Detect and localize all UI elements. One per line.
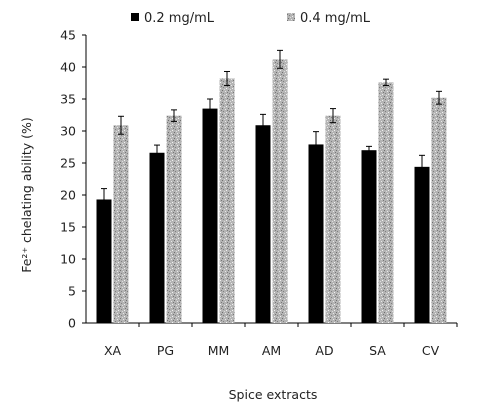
bar-series1: [255, 125, 271, 324]
x-tick-label: PG: [157, 343, 174, 358]
bar-series2: [272, 59, 288, 323]
x-axis-title: Spice extracts: [229, 387, 318, 402]
plot-area: 0 5 10 15 20 25 30 35 40 45 XA PG MM AM AD SA CV: [60, 28, 458, 358]
x-tick-label: MM: [208, 343, 230, 358]
y-tick-label: 25: [60, 156, 76, 171]
bar-series2: [113, 125, 129, 324]
y-tick-label: 45: [60, 28, 76, 43]
y-tick-label: 30: [60, 124, 76, 139]
bar-series2: [325, 115, 341, 323]
bar-series1: [96, 199, 112, 323]
legend-swatch: [287, 13, 295, 21]
x-tick-label: XA: [104, 343, 122, 358]
bar-series2: [219, 78, 235, 324]
y-tick-label: 15: [60, 220, 76, 235]
bar-series1: [414, 166, 430, 323]
bar-series1: [361, 150, 377, 323]
y-axis-title: Fe²⁺ chelating ability (%): [19, 117, 34, 273]
legend: 0.2 mg/mL 0.4 mg/mL: [131, 11, 371, 26]
bar-series2: [166, 115, 182, 323]
y-tick-label: 10: [60, 252, 76, 267]
x-tick-label: CV: [422, 343, 440, 358]
y-tick-label: 0: [68, 316, 76, 331]
y-tick-label: 40: [60, 60, 76, 75]
bar-series1: [149, 152, 165, 323]
legend-label: 0.4 mg/mL: [300, 11, 371, 26]
y-tick-label: 20: [60, 188, 76, 203]
x-tick-label: AD: [315, 343, 333, 358]
x-tick-label: AM: [262, 343, 281, 358]
bar-series1: [308, 144, 324, 323]
legend-label: 0.2 mg/mL: [144, 11, 215, 26]
bar-series2: [431, 97, 447, 323]
y-tick-label: 35: [60, 92, 76, 107]
y-tick-label: 5: [68, 284, 76, 299]
x-tick-label: SA: [369, 343, 386, 358]
bar-series1: [202, 108, 218, 323]
bar-series2: [378, 82, 394, 323]
legend-swatch: [131, 13, 139, 21]
